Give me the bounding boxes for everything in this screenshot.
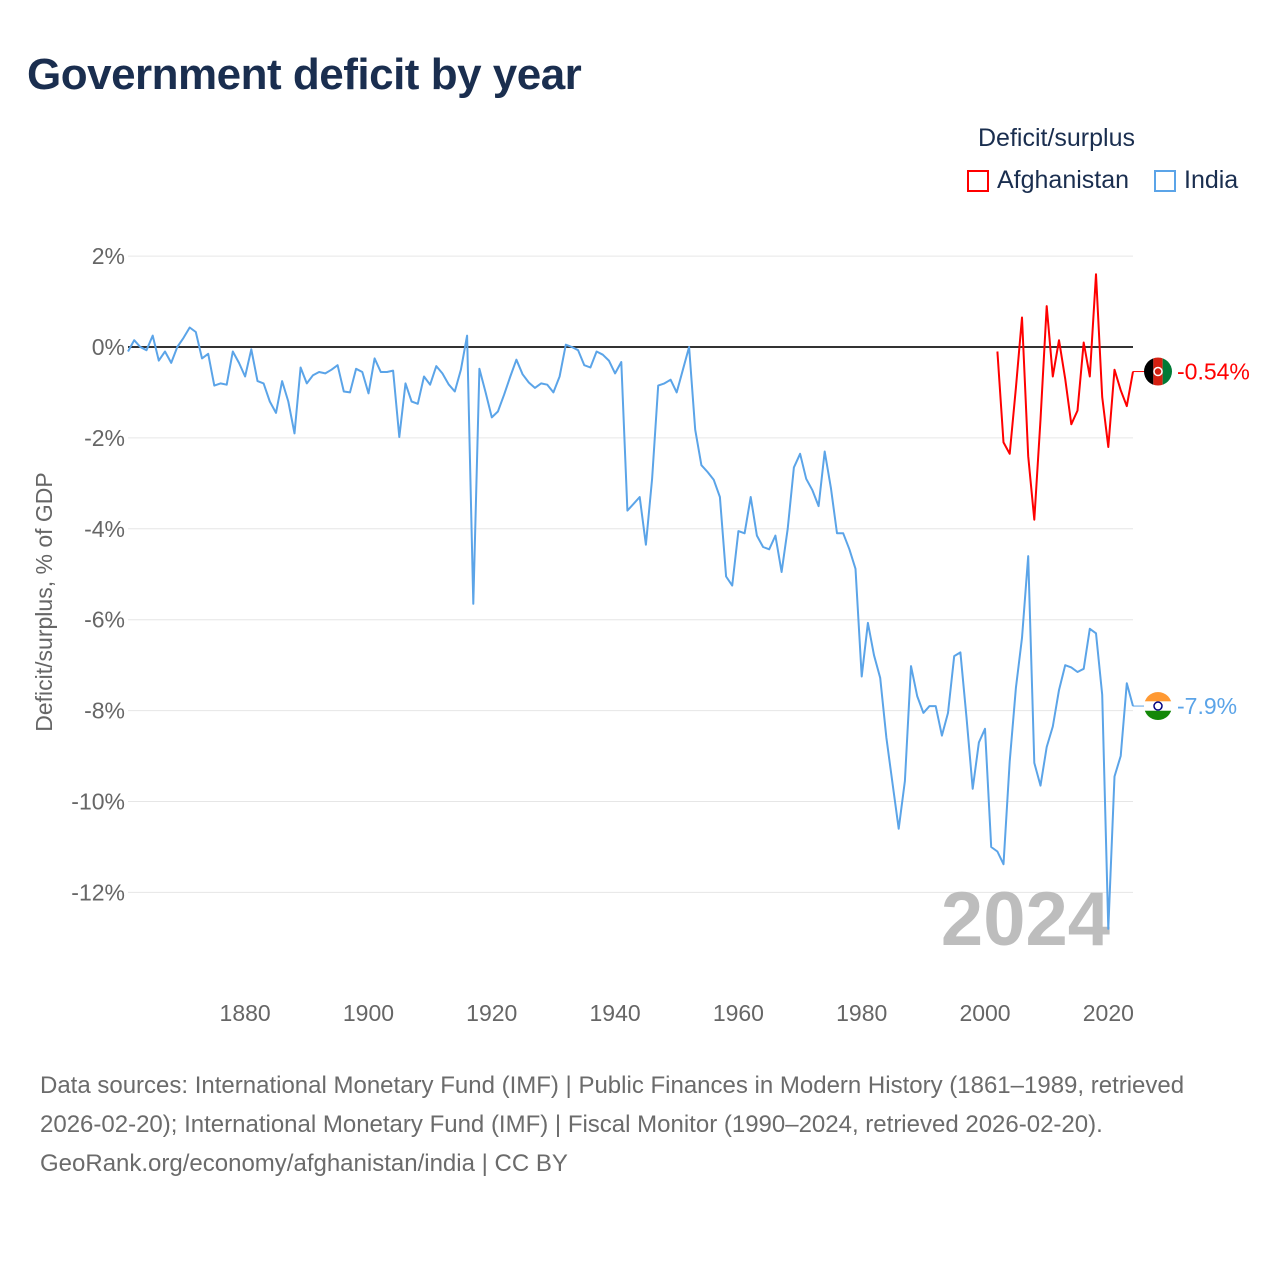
x-tick-label: 1900 [343,1000,394,1026]
flag-india-icon [1144,692,1172,721]
y-tick-label: 0% [92,334,125,360]
legend-swatch-afghanistan [967,169,989,192]
y-tick-label: -12% [71,879,125,905]
credit-link[interactable]: GeoRank.org/economy/afghanistan/india | … [40,1150,568,1177]
footer: Data sources: International Monetary Fun… [40,1066,1240,1183]
y-tick-label: -10% [71,789,125,815]
x-tick-label: 1920 [466,1000,517,1026]
y-tick-label: -2% [84,425,125,451]
y-tick-label: -8% [84,698,125,724]
legend-label: India [1184,166,1239,194]
series-line-india [127,326,1134,930]
x-tick-label: 1940 [589,1000,640,1026]
line-chart: 2% 0% -2% -4% -6% -8% -10% -12% 1880 1900 1920 1940… [31,243,1250,1026]
end-value-label: -7.9% [1177,693,1237,719]
data-sources: Data sources: International Monetary Fun… [40,1072,1185,1138]
chart-title: Government deficit by year [27,50,582,99]
y-tick-label: 2% [92,243,125,269]
legend-label: Afghanistan [997,166,1130,194]
x-tick-label: 1960 [713,1000,764,1026]
x-tick-label: 1980 [836,1000,887,1026]
y-tick-label: -6% [84,607,125,633]
legend-item-afghanistan[interactable]: Afghanistan [967,166,1129,195]
series-line-afghanistan [996,273,1134,521]
end-value-label: -0.54% [1177,359,1250,385]
x-tick-label: 2000 [959,1000,1010,1026]
flag-afghanistan-icon [1144,357,1172,386]
legend-swatch-india [1154,169,1176,192]
year-watermark: 2024 [941,877,1110,962]
legend-title: Deficit/surplus [978,124,1135,152]
legend-item-india[interactable]: India [1154,166,1238,195]
x-tick-label: 1880 [220,1000,271,1026]
x-tick-label: 2020 [1083,1000,1134,1026]
y-tick-label: -4% [84,516,125,542]
y-axis-label: Deficit/surplus, % of GDP [31,472,57,731]
